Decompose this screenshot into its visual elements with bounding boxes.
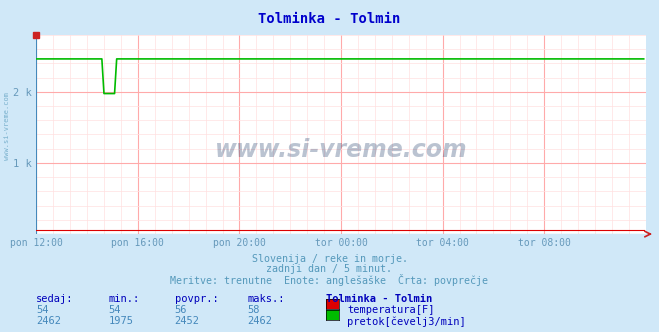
- Text: pretok[čevelj3/min]: pretok[čevelj3/min]: [347, 316, 466, 327]
- Text: 54: 54: [36, 305, 49, 315]
- Text: 58: 58: [247, 305, 260, 315]
- Text: Tolminka - Tolmin: Tolminka - Tolmin: [326, 294, 432, 304]
- Text: 1975: 1975: [109, 316, 134, 326]
- Text: sedaj:: sedaj:: [36, 294, 74, 304]
- Text: povpr.:: povpr.:: [175, 294, 218, 304]
- Text: maks.:: maks.:: [247, 294, 285, 304]
- Text: Meritve: trenutne  Enote: anglešaške  Črta: povprečje: Meritve: trenutne Enote: anglešaške Črta…: [171, 274, 488, 286]
- Text: 2462: 2462: [247, 316, 272, 326]
- Text: 56: 56: [175, 305, 187, 315]
- Text: www.si-vreme.com: www.si-vreme.com: [3, 92, 10, 160]
- Text: temperatura[F]: temperatura[F]: [347, 305, 435, 315]
- Text: www.si-vreme.com: www.si-vreme.com: [215, 138, 467, 162]
- Text: zadnji dan / 5 minut.: zadnji dan / 5 minut.: [266, 264, 393, 274]
- Text: 2452: 2452: [175, 316, 200, 326]
- Text: Tolminka - Tolmin: Tolminka - Tolmin: [258, 12, 401, 26]
- Text: min.:: min.:: [109, 294, 140, 304]
- Text: 2462: 2462: [36, 316, 61, 326]
- Text: Slovenija / reke in morje.: Slovenija / reke in morje.: [252, 254, 407, 264]
- Text: 54: 54: [109, 305, 121, 315]
